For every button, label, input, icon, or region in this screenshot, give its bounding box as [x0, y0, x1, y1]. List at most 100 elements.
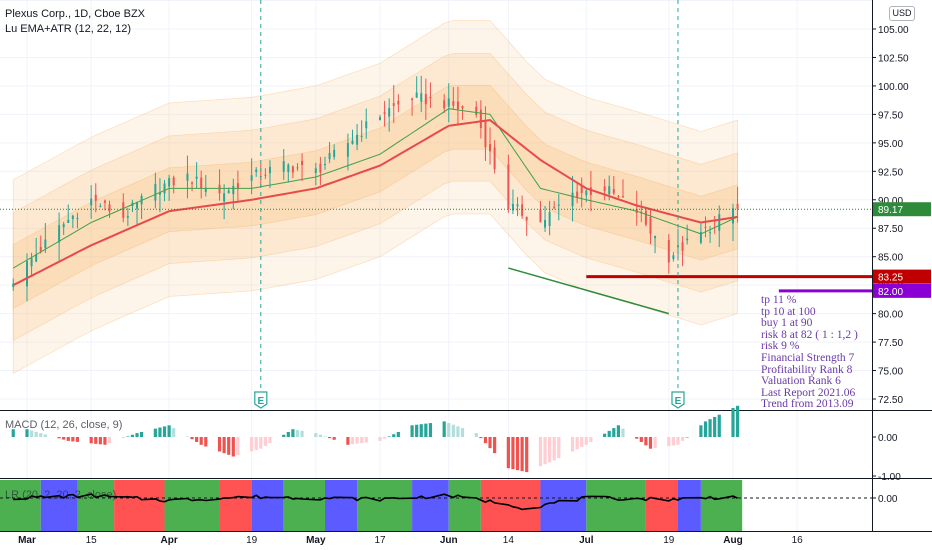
note-line: tp 11 % [761, 294, 797, 306]
ema-slow-line [12, 119, 738, 287]
candle-body [30, 258, 33, 267]
x-tick-label: Jun [440, 535, 458, 546]
y-tick-label: 105.00 [878, 25, 909, 36]
candle-body [493, 147, 496, 170]
osc-regime-band [40, 480, 78, 531]
macd-histogram-bar [731, 408, 735, 437]
macd-histogram-bar [172, 428, 176, 437]
macd-histogram-bar [107, 437, 112, 444]
macd-histogram-bar [286, 431, 290, 437]
earnings-icon[interactable]: E [671, 391, 685, 409]
macd-histogram-bar [62, 437, 66, 440]
candle-body [103, 200, 106, 203]
candle-body [35, 254, 38, 262]
note-line: tp 10 at 100 [761, 305, 816, 318]
candle-body [122, 202, 125, 218]
earnings-badge [254, 391, 268, 409]
y-tick-label: 92.50 [878, 167, 903, 178]
macd-histogram-bar [355, 437, 359, 444]
macd-histogram-bar [612, 428, 616, 437]
macd-histogram-bar [525, 437, 529, 473]
x-tick-label: 19 [663, 535, 675, 546]
x-tick-label: 17 [374, 535, 386, 546]
last-price-badge-label: 89.17 [878, 205, 903, 216]
macd-histogram-bar [515, 437, 520, 471]
macd-histogram-bar [75, 437, 80, 442]
resistance-badge-label: 83.25 [878, 273, 903, 284]
candle-body [516, 204, 519, 207]
candle-body [699, 232, 702, 243]
macd-histogram-bar [699, 425, 703, 437]
candle-body [287, 164, 290, 173]
macd-histogram-bar [34, 431, 38, 437]
macd-histogram-bar [447, 423, 451, 437]
macd-histogram-bar [676, 437, 680, 445]
note-line: risk 8 at 82 ( 1 : 1,2 ) [761, 328, 858, 341]
macd-histogram-bar [735, 405, 740, 437]
x-tick-label: Jul [579, 535, 594, 546]
candle-body [191, 182, 194, 184]
candle-body [333, 149, 336, 157]
candle-body [736, 203, 739, 209]
macd-histogram-bar [140, 431, 144, 437]
y-tick-label: 90.00 [878, 196, 903, 207]
candle-body [411, 98, 414, 101]
candle-body [319, 163, 322, 173]
macd-histogram-bar [314, 433, 318, 437]
macd-histogram-bar [589, 437, 593, 443]
macd-histogram-bar [291, 429, 295, 437]
oscillator-title: LR (20, 2, 20, 2, close) [5, 489, 117, 501]
macd-histogram-bar [295, 429, 300, 437]
candle-body [268, 166, 271, 174]
macd-histogram-bar [57, 437, 61, 439]
candle-body [424, 94, 427, 105]
candle-body [644, 210, 647, 225]
macd-histogram-bar [185, 436, 190, 437]
macd-histogram-bar [135, 433, 139, 437]
candle-body [186, 173, 189, 181]
macd-histogram-bar [506, 437, 510, 469]
candle-body [323, 164, 326, 166]
macd-histogram-bar [126, 436, 130, 437]
macd-histogram-bar [479, 437, 483, 439]
currency-badge[interactable]: USD [889, 6, 915, 21]
y-tick-label: 0.00 [878, 433, 898, 444]
macd-histogram-bar [250, 437, 254, 452]
macd-histogram-bar [263, 437, 267, 446]
candle-body [557, 204, 560, 206]
y-tick-label: -1.00 [878, 472, 901, 483]
y-tick-label: 102.50 [878, 53, 909, 64]
macd-histogram-bar [557, 437, 561, 459]
x-tick-label: Aug [723, 535, 742, 546]
macd-histogram-bar [442, 421, 446, 437]
osc-regime-band [283, 480, 325, 531]
macd-histogram-bar [382, 437, 387, 439]
candle-body [365, 121, 368, 129]
candle-body [158, 192, 161, 195]
trade-notes: tp 11 % tp 10 at 100 buy 1 at 90 risk 8 … [761, 294, 858, 411]
macd-histogram-bar [11, 429, 15, 437]
candle-body [676, 245, 679, 248]
macd-histogram-bar [227, 437, 231, 455]
trend-line [508, 267, 670, 315]
candle-body [39, 246, 42, 252]
candle-body [576, 191, 579, 198]
candle-body [392, 103, 395, 106]
macd-histogram-bar [254, 437, 258, 450]
macd-histogram-bar [603, 433, 607, 437]
ema-fast-line [12, 108, 738, 269]
candle-body [461, 106, 464, 109]
earnings-icon[interactable]: E [254, 391, 268, 409]
stop-level-badge-label: 82.00 [878, 287, 903, 298]
candle-body [94, 194, 97, 201]
macd-histogram-bar [350, 437, 355, 445]
macd-histogram-bar [703, 421, 708, 437]
candle-body [603, 186, 606, 192]
osc-regime-band [677, 480, 701, 531]
macd-histogram-bar [543, 437, 547, 465]
candle-body [232, 185, 235, 195]
osc-regime-band [586, 480, 646, 531]
macd-histogram-bar [424, 423, 428, 437]
candle-body [507, 164, 510, 209]
